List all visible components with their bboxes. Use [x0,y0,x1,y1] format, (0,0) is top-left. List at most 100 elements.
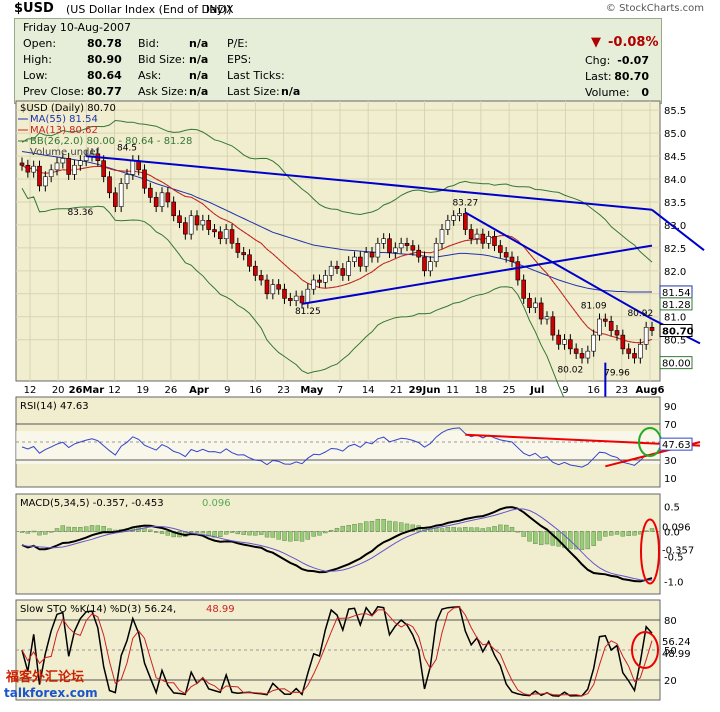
macd-hist-bar [288,531,293,542]
pe-label: P/E: [227,37,248,50]
candle-body [177,215,182,223]
candle-body [153,197,159,207]
macd-tick-label: 0.0 [664,528,680,539]
candle-body [515,261,521,281]
sto-d-line [21,606,653,697]
macd-hist-bar [492,526,497,532]
macd-hist-bar [591,531,596,546]
macd-hist-bar [381,519,386,532]
candle-body [439,229,445,244]
candle-body [486,236,491,244]
price-tick-label: 83.0 [664,221,686,232]
rsi-band [16,431,660,464]
candle-body [113,192,118,207]
macd-hist-bar [369,520,375,532]
macd-tick-label: -0.5 [664,553,684,564]
asksize-value: n/a [189,85,209,98]
macd-hist-bar [498,524,503,532]
candle-body [416,249,421,258]
macd-hist-bar [54,528,60,532]
candle-body [626,348,631,354]
right-value-label: 80.70 [662,327,694,338]
candle-body [422,256,427,272]
candle-body [608,321,614,331]
macd-hist-bar [340,525,346,532]
x-tick-label: 23 [277,385,290,396]
candle-body [323,275,328,283]
x-axis: 12 20 26Mar 12 19 26 Apr 9 16 23 May 7 14 21 29Jun 11 18… [24,385,665,396]
macd-hist-bar [346,525,351,532]
x-tick-label: 21 [390,385,403,396]
legend-vol: Volume undef [30,147,100,158]
macd-hist-bar [352,523,357,532]
macd-hist-bar [375,518,381,532]
macd-hist-bar [334,527,340,532]
candle-body [247,254,252,267]
price-annotation: 80.92 [627,309,653,319]
candle-body [206,220,211,230]
candle-body [521,279,526,299]
bid-value: n/a [189,37,209,50]
trendline-down [464,211,653,320]
macd-hist-bar [603,531,608,537]
rsi-tick-label: 70 [664,420,677,431]
macd-hist-bar [247,531,252,536]
macd-hist-bar [363,521,369,532]
candle-body [428,261,433,272]
candle-body [363,252,369,267]
candle-body [305,288,311,304]
high-value: 80.90 [87,53,122,66]
quote-box: Friday 10-Aug-2007 Open: 80.78 High: 80.… [14,18,662,104]
candle-body [445,220,451,230]
candle-body [643,326,649,345]
macd-hist-bar [60,525,66,532]
macd-hist-bar [43,531,48,535]
right-value-label: 81.54 [662,288,691,299]
source: © StockCharts.com [605,3,704,14]
sto-tick-label: 50 [664,646,677,657]
macd-hist-bar [31,530,36,533]
candle-body [48,169,54,178]
candle-body [31,165,36,173]
ask-value: n/a [189,69,209,82]
macd-hist-bar [509,526,515,532]
macd-hist-bar [194,531,200,533]
candle-body [568,339,573,350]
macd-hist-bar [626,531,631,536]
candle-body [124,174,130,184]
x-tick-label: Apr [189,385,209,396]
x-tick-label: 20 [52,385,65,396]
candle-body [579,353,585,359]
candle-body [188,215,194,235]
macd-hist-bar [89,525,95,532]
macd-hist-bar [533,531,538,544]
macd-hist-bar [293,531,299,541]
x-tick-label: 25 [503,385,516,396]
macd-hist-bar [101,525,106,532]
macd-hist-bar [66,526,71,532]
macd-line [21,506,653,583]
candle-body [200,220,206,226]
sto-k-label: 56.24 [662,637,691,648]
candle-body [398,242,404,249]
chg-label: Chg: [585,54,611,67]
candle-body [468,229,474,240]
legend-sto-d: 48.99 [206,604,235,615]
candle-body [375,242,381,258]
trendline-top [86,155,653,211]
candle-body [276,284,281,290]
macd-hist-bar [643,530,649,532]
x-tick-label: 9 [562,385,568,396]
open-label: Open: [23,37,57,50]
x-tick-label: 26 [165,385,178,396]
prev-value: 80.77 [87,85,122,98]
price-annotation: 83.36 [67,208,93,218]
candle-body [334,265,340,269]
candle-body [393,247,398,253]
bb-lower-line [21,187,653,454]
legend-rsi: RSI(14) 47.63 [20,401,89,412]
macd-hist-bar [72,527,77,532]
last-label: Last: [585,70,612,83]
macd-signal-line [21,508,653,581]
trendline-top-ext [651,208,705,251]
